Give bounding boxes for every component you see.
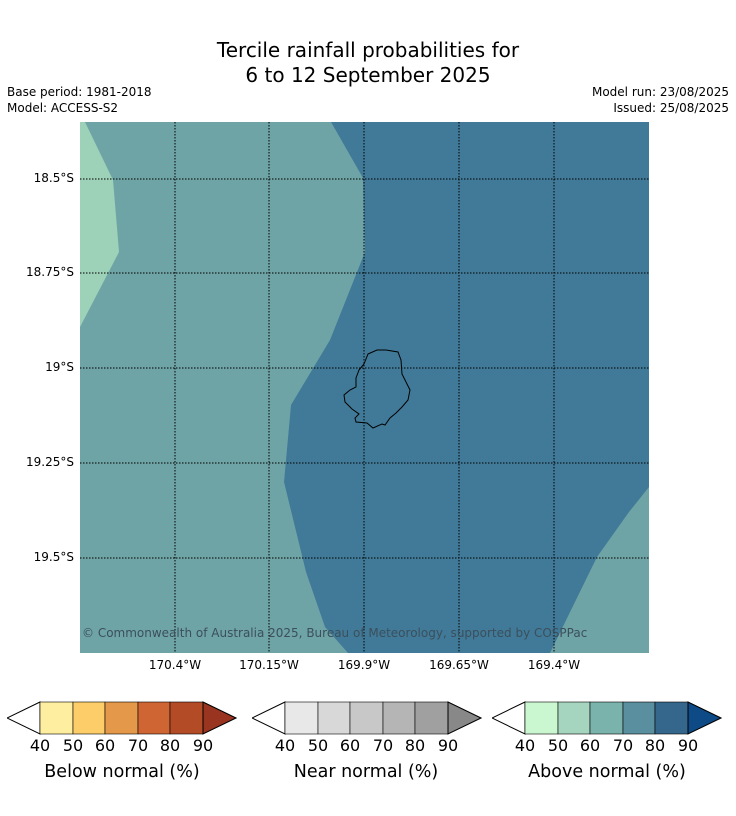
cbar-below-tick-1: 50 <box>62 736 84 755</box>
map-region-above-70 <box>284 122 649 653</box>
lon-label-3: 169.9°W <box>337 658 391 672</box>
cbar-near-tick-4: 80 <box>404 736 426 755</box>
lon-label-1: 170.4°W <box>148 658 202 672</box>
map-region-above-50 <box>80 122 119 327</box>
cbar-above-seg-3 <box>589 701 624 735</box>
lon-label-2: 170.15°W <box>239 658 299 672</box>
cbar-above-seg-4 <box>622 701 656 735</box>
cbar-near-tick-1: 50 <box>307 736 329 755</box>
cbar-below-tick-0: 40 <box>29 736 51 755</box>
cbar-above-seg-0 <box>492 701 526 735</box>
island-coastline <box>343 349 411 429</box>
colorbar-near-normal <box>252 701 482 735</box>
cbar-below-seg-2 <box>72 701 106 735</box>
cbar-near-seg-1 <box>284 701 319 735</box>
graticule <box>80 122 649 653</box>
lon-label-4: 169.65°W <box>429 658 489 672</box>
colorbar-above-normal <box>492 701 722 735</box>
colorbar-below-normal-svg <box>7 701 237 735</box>
cbar-below-seg-1 <box>39 701 74 735</box>
cbar-above-seg-1 <box>524 701 559 735</box>
model-name: Model: ACCESS-S2 <box>7 101 119 115</box>
title-line-1: Tercile rainfall probabilities for <box>216 38 520 62</box>
map-svg <box>80 122 649 653</box>
model-run: Model run: 23/08/2025 <box>591 85 729 99</box>
map-panel <box>80 122 649 653</box>
cbar-near-seg-5 <box>414 701 449 735</box>
lat-label-2: 18.75°S <box>26 265 74 279</box>
cbar-below-tick-4: 80 <box>159 736 181 755</box>
cbar-above-tick-2: 60 <box>579 736 601 755</box>
colorbar-above-normal-svg <box>492 701 722 735</box>
base-period: Base period: 1981-2018 <box>7 85 152 99</box>
meta-left: Base period: 1981-2018 Model: ACCESS-S2 <box>7 84 152 116</box>
cbar-near-tick-5: 90 <box>437 736 459 755</box>
cbar-above-seg-6 <box>687 701 722 735</box>
cbar-below-tick-5: 90 <box>192 736 214 755</box>
lat-label-4: 19.25°S <box>26 455 74 469</box>
colorbar-below-title: Below normal (%) <box>44 762 200 782</box>
colorbar-above-title: Above normal (%) <box>528 762 686 782</box>
cbar-above-seg-5 <box>654 701 689 735</box>
cbar-above-tick-1: 50 <box>547 736 569 755</box>
lat-label-3: 19°S <box>45 360 74 374</box>
lat-label-5: 19.5°S <box>33 550 74 564</box>
cbar-below-seg-6 <box>202 701 237 735</box>
cbar-below-seg-3 <box>104 701 139 735</box>
meta-right: Model run: 23/08/2025 Issued: 25/08/2025 <box>592 84 729 116</box>
cbar-below-seg-5 <box>169 701 204 735</box>
colorbar-near-title: Near normal (%) <box>293 762 439 782</box>
cbar-near-seg-3 <box>349 701 384 735</box>
lat-label-1: 18.5°S <box>33 171 74 185</box>
cbar-near-seg-0 <box>252 701 286 735</box>
colorbar-below-normal <box>7 701 237 735</box>
cbar-near-tick-3: 70 <box>372 736 394 755</box>
cbar-above-tick-5: 90 <box>677 736 699 755</box>
colorbar-near-normal-svg <box>252 701 482 735</box>
cbar-near-tick-0: 40 <box>274 736 296 755</box>
cbar-above-tick-3: 70 <box>612 736 634 755</box>
cbar-below-seg-4 <box>137 701 171 735</box>
cbar-above-tick-4: 80 <box>644 736 666 755</box>
cbar-below-tick-3: 70 <box>127 736 149 755</box>
cbar-above-tick-0: 40 <box>514 736 536 755</box>
cbar-near-seg-6 <box>447 701 482 735</box>
cbar-below-tick-2: 60 <box>94 736 116 755</box>
chart-title: Tercile rainfall probabilities for 6 to … <box>0 38 736 88</box>
cbar-above-seg-2 <box>557 701 591 735</box>
copyright-notice: © Commonwealth of Australia 2025, Bureau… <box>82 626 588 640</box>
cbar-near-seg-4 <box>382 701 416 735</box>
lon-label-5: 169.4°W <box>527 658 581 672</box>
issued-date: Issued: 25/08/2025 <box>613 101 729 115</box>
cbar-near-tick-2: 60 <box>339 736 361 755</box>
cbar-below-seg-0 <box>7 701 41 735</box>
title-line-2: 6 to 12 September 2025 <box>245 63 491 87</box>
cbar-near-seg-2 <box>317 701 351 735</box>
